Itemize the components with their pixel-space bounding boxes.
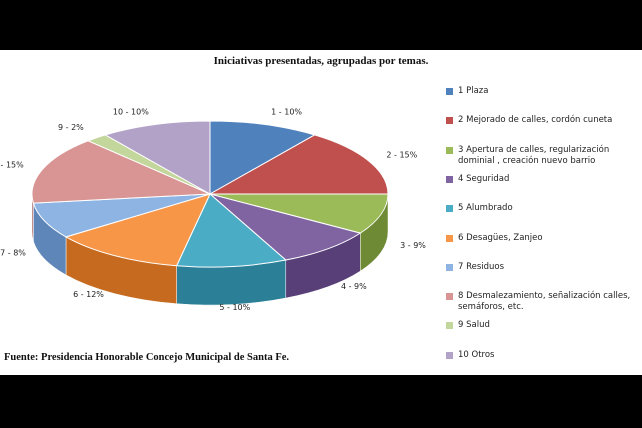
pie-slice-8	[31, 140, 211, 204]
legend-swatch	[446, 175, 453, 183]
data-label-4: 4 - 9%	[341, 282, 367, 291]
legend-item-9: 9 Salud	[446, 320, 642, 331]
legend-label: 9 Salud	[458, 320, 490, 331]
data-label-8: 8 - 15%	[0, 161, 24, 170]
legend-item-7: 7 Residuos	[446, 262, 642, 273]
data-label-10: 10 - 10%	[113, 107, 149, 116]
data-label-5: 5 - 10%	[219, 303, 250, 312]
legend-item-10: 10 Otros	[446, 350, 642, 361]
legend-item-1: 1 Plaza	[446, 86, 642, 97]
pie-slice-7	[32, 193, 211, 238]
legend-label: 1 Plaza	[458, 86, 489, 96]
pie-slice-1	[209, 120, 316, 195]
legend-label: 10 Otros	[458, 349, 495, 360]
chart-title: Iniciativas presentadas, agrupadas por t…	[213, 55, 429, 67]
legend-swatch	[446, 293, 453, 301]
legend-item-4: 4 Seguridad	[446, 174, 642, 185]
legend-swatch	[446, 205, 453, 213]
pie-slice-6	[64, 193, 211, 267]
legend-item-5: 5 Alumbrado	[446, 203, 642, 214]
legend-label: 4 Seguridad	[458, 173, 510, 184]
legend-swatch	[446, 146, 453, 154]
legend-label: 6 Desagües, Zanjeo	[458, 232, 543, 243]
data-label-6: 6 - 12%	[73, 290, 104, 299]
data-label-3: 3 - 9%	[400, 241, 426, 250]
legend-label: 3 Apertura de calles, regularización dom…	[458, 144, 610, 166]
legend-label: 5 Alumbrado	[458, 203, 513, 214]
data-label-1: 1 - 10%	[271, 107, 302, 116]
legend-swatch	[446, 88, 453, 95]
legend-label: 2 Mejorado de calles, cordón cuneta	[458, 115, 613, 126]
pie-slice-4	[209, 193, 362, 261]
pie-slice-5	[175, 193, 287, 268]
data-label-7: 7 - 8%	[0, 249, 26, 258]
legend-label: 8 Desmalezamiento, señalización calles, …	[458, 291, 631, 313]
data-label-2: 2 - 15%	[386, 151, 417, 160]
data-label-9: 9 - 2%	[58, 123, 84, 132]
legend-label: 7 Residuos	[458, 261, 505, 272]
legend-item-3: 3 Apertura de calles, regularización dom…	[446, 145, 642, 167]
chart-panel: Iniciativas presentadas, agrupadas por t…	[0, 50, 642, 375]
legend-item-6: 6 Desagües, Zanjeo	[446, 233, 642, 244]
legend-swatch	[446, 351, 453, 359]
pie-slice-10	[104, 120, 211, 195]
pie-slice-2	[208, 134, 389, 195]
legend-swatch	[446, 234, 453, 242]
pie-chart: 1 - 10% 2 - 15% 3 - 9% 4 - 9% 5 - 10% 6 - 12%…	[0, 107, 426, 312]
source-note: Fuente: Presidencia Honorable Concejo Mu…	[4, 352, 290, 363]
pie-slice-3	[209, 193, 389, 234]
legend-swatch	[446, 263, 453, 271]
legend-item-8: 8 Desmalezamiento, señalización calles, …	[446, 291, 642, 313]
legend-swatch	[446, 117, 453, 125]
legend-swatch	[446, 322, 453, 330]
legend-item-2: 2 Mejorado de calles, cordón cuneta	[446, 115, 642, 126]
